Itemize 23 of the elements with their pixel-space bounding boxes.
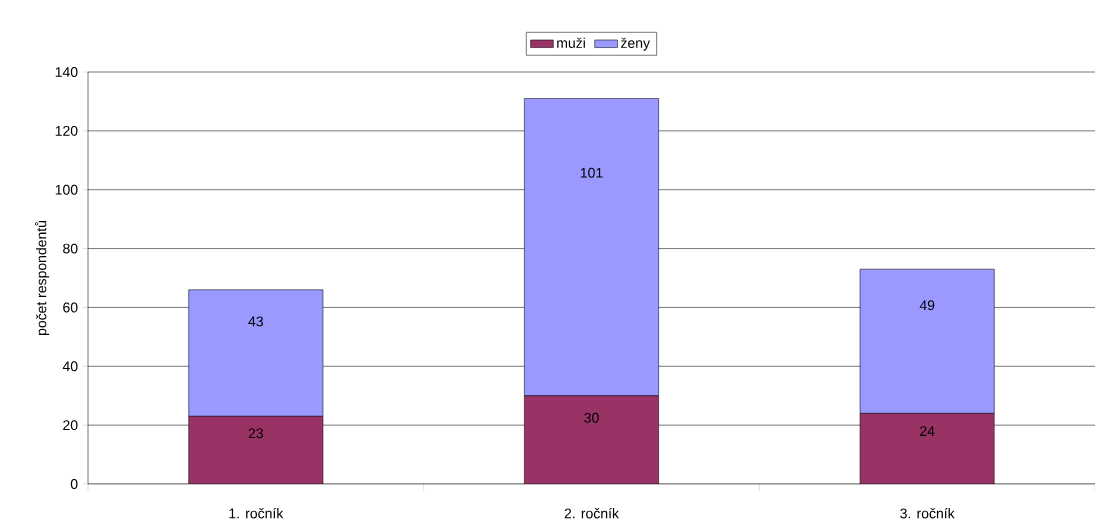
data-label: 101 [580,167,603,178]
data-label: 43 [248,316,264,327]
y-tick-label: 140 [55,67,78,77]
data-label: 30 [584,412,599,423]
x-tick-label: 1. ročník [229,507,284,519]
data-label: 24 [920,426,935,436]
bar [859,413,995,484]
x-tick-label: 2. ročník [564,507,619,519]
legend-label: muži [557,37,585,48]
bar [188,416,324,484]
data-label: 49 [919,300,935,311]
y-tick-label: 60 [63,302,78,313]
bar [524,395,659,484]
y-tick-label: 120 [55,125,78,136]
y-tick-label: 20 [63,420,78,431]
y-tick-label: 80 [63,243,78,254]
legend-label: ženy [621,37,650,51]
y-tick-label: 40 [62,361,78,372]
y-tick-label: 100 [55,184,78,195]
y-axis-title: počet respondentů [34,220,50,336]
data-label: 23 [248,428,264,439]
x-tick-label: 3. ročník [900,507,955,519]
y-tick-label: 0 [70,479,78,489]
